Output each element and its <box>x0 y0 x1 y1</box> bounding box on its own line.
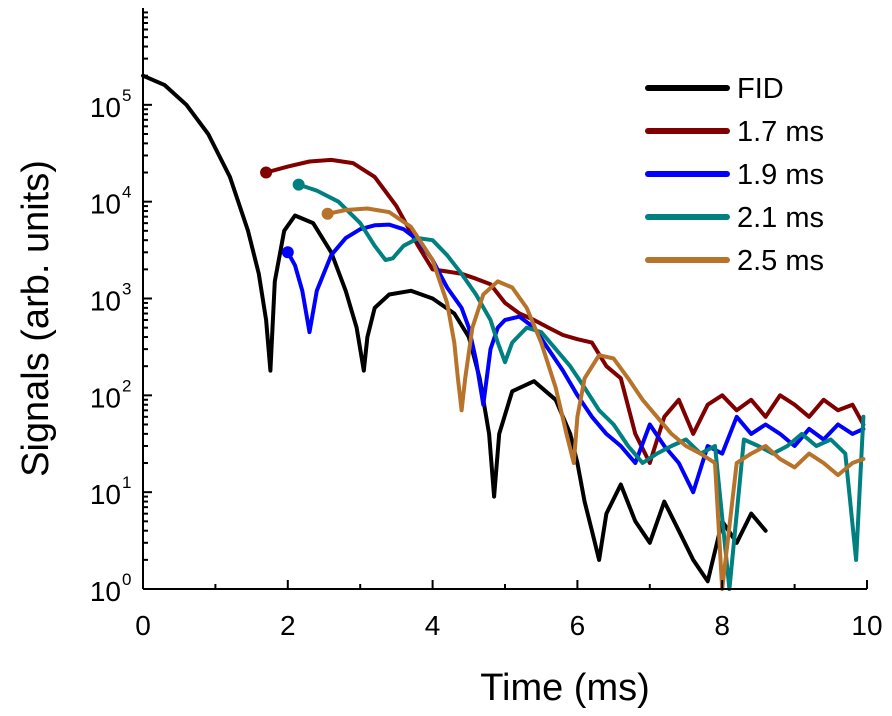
legend-label: 1.7 ms <box>737 116 824 148</box>
series-start-marker <box>321 207 334 220</box>
series-layer <box>141 73 866 591</box>
series-line <box>325 206 866 591</box>
legend-item-0: FID <box>645 73 784 105</box>
y-tick-label: 10 <box>90 479 121 510</box>
series-3 <box>292 178 866 591</box>
series-start-marker <box>292 178 305 191</box>
legend-item-2: 1.9 ms <box>645 159 824 191</box>
legend-label: 2.5 ms <box>737 245 824 277</box>
legend-label: 1.9 ms <box>737 159 824 191</box>
x-axis-title: Time (ms) <box>480 667 650 709</box>
x-tick-label: 2 <box>280 610 296 641</box>
y-tick-exponent: 5 <box>122 86 131 105</box>
y-tick-exponent: 3 <box>122 280 131 299</box>
series-4 <box>321 206 866 591</box>
y-tick-exponent: 4 <box>122 183 131 202</box>
x-tick-label: 0 <box>135 610 151 641</box>
y-tick-exponent: 1 <box>122 473 131 492</box>
x-tick-label: 10 <box>851 610 882 641</box>
x-tick-label: 8 <box>714 610 730 641</box>
series-start-marker <box>260 166 273 179</box>
series-line <box>264 157 866 465</box>
y-tick-label: 10 <box>90 286 121 317</box>
legend-item-3: 2.1 ms <box>645 202 824 234</box>
x-tick-label: 4 <box>425 610 441 641</box>
y-tick-exponent: 0 <box>122 570 131 589</box>
y-tick-label: 10 <box>90 576 121 607</box>
y-tick-exponent: 2 <box>122 376 131 395</box>
legend: FID 1.7 ms 1.9 ms 2.1 ms 2.5 ms <box>645 73 824 277</box>
legend-label: FID <box>737 73 784 105</box>
x-tick-label: 6 <box>570 610 586 641</box>
y-axis-title: Signals (arb. units) <box>15 160 57 477</box>
y-tick-label: 10 <box>90 92 121 123</box>
legend-label: 2.1 ms <box>737 202 824 234</box>
series-1 <box>260 157 866 465</box>
series-start-marker <box>281 246 294 259</box>
y-tick-label: 10 <box>90 189 121 220</box>
y-tick-label: 10 <box>90 382 121 413</box>
series-0 <box>141 73 768 584</box>
legend-item-1: 1.7 ms <box>645 116 824 148</box>
series-line <box>141 73 768 584</box>
legend-item-4: 2.5 ms <box>645 245 824 277</box>
